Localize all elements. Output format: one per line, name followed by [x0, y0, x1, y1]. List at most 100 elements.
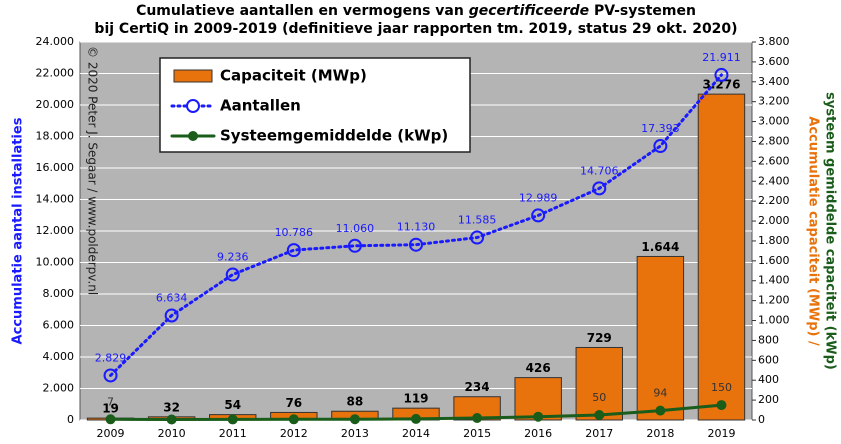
point — [716, 400, 727, 411]
bar-label: 729 — [587, 331, 612, 345]
y-tick-label: 6.000 — [43, 319, 75, 332]
y-tick-label: 12.000 — [36, 224, 75, 237]
y2-tick-label: 1.600 — [758, 254, 790, 267]
point-label: 17.393 — [641, 122, 680, 135]
y-tick-label: 20.000 — [36, 98, 75, 111]
bar-label: 88 — [347, 395, 364, 409]
x-tick-label: 2018 — [646, 427, 674, 440]
x-tick-label: 2012 — [280, 427, 308, 440]
point — [653, 139, 668, 154]
bar-label: 54 — [224, 398, 241, 412]
y2-tick-label: 2.800 — [758, 134, 790, 147]
point — [103, 368, 118, 383]
y2-tick-label: 0 — [758, 413, 765, 426]
x-tick-label: 2015 — [463, 427, 491, 440]
y2-tick-label: 400 — [758, 373, 779, 386]
legend-swatch — [188, 131, 198, 141]
y2-tick-label: 3.800 — [758, 35, 790, 48]
x-tick-label: 2014 — [402, 427, 430, 440]
x-tick-label: 2017 — [585, 427, 613, 440]
point-label: 9.236 — [217, 251, 249, 264]
x-tick-label: 2011 — [219, 427, 247, 440]
y2-tick-label: 2.400 — [758, 174, 790, 187]
point-label: 10.786 — [275, 226, 314, 239]
point — [714, 67, 729, 82]
point — [286, 243, 301, 258]
legend-label: Systeemgemiddelde (kWp) — [220, 127, 448, 145]
y2-tick-label: 1.400 — [758, 274, 790, 287]
y-tick-label: 2.000 — [43, 382, 75, 395]
point — [166, 414, 177, 425]
y-axis-label: Accumulatie aantal installaties — [11, 117, 26, 344]
point — [164, 308, 179, 323]
y2-tick-label: 600 — [758, 353, 779, 366]
line — [109, 73, 723, 377]
point — [592, 181, 607, 196]
legend-label: Capaciteit (MWp) — [220, 67, 367, 85]
point-label: 21.911 — [702, 51, 741, 64]
y-tick-label: 8.000 — [43, 287, 75, 300]
legend-swatch — [186, 99, 200, 113]
point-label: 12.989 — [519, 191, 558, 204]
legend-swatch — [173, 69, 213, 83]
point — [105, 414, 116, 425]
y-tick-label: 14.000 — [36, 193, 75, 206]
point-label: 7 — [107, 395, 114, 408]
point — [227, 414, 238, 425]
x-tick-label: 2019 — [707, 427, 735, 440]
point — [472, 413, 483, 424]
y2-tick-label: 1.000 — [758, 314, 790, 327]
title-part: gecertificeerde — [469, 3, 589, 19]
point — [470, 230, 485, 245]
y2-tick-label: 800 — [758, 333, 779, 346]
point — [531, 208, 546, 223]
y2-tick-label: 3.000 — [758, 115, 790, 128]
point-label: 150 — [711, 381, 732, 394]
point-label: 94 — [653, 387, 667, 400]
bar-label: 234 — [465, 380, 490, 394]
point — [409, 237, 423, 252]
y2-tick-label: 2.000 — [758, 214, 790, 227]
chart-title: Cumulatieve aantallen en vermogens van g… — [136, 3, 696, 19]
point-label: 14.706 — [580, 164, 619, 177]
y2-tick-label: 3.600 — [758, 55, 790, 68]
title-part: PV-systemen — [589, 3, 696, 19]
point-label: 11.060 — [336, 222, 375, 235]
y2-tick-label: 200 — [758, 393, 779, 406]
y2-tick-label: 2.600 — [758, 154, 790, 167]
legend-label: Aantallen — [220, 97, 301, 115]
point — [411, 413, 421, 424]
y-tick-label: 22.000 — [36, 67, 75, 80]
y-tick-label: 0 — [67, 413, 74, 426]
point-label: 2.829 — [95, 351, 127, 364]
y2-axis-label: systeem gemiddelde capaciteit (kWp) — [823, 92, 838, 370]
y-tick-label: 10.000 — [36, 256, 75, 269]
point-label: 50 — [592, 391, 606, 404]
point — [655, 405, 666, 416]
point-label: 11.130 — [397, 221, 436, 234]
x-tick-label: 2009 — [97, 427, 125, 440]
x-tick-label: 2013 — [341, 427, 369, 440]
y2-tick-label: 2.200 — [758, 194, 790, 207]
bar — [575, 346, 623, 421]
chart-subtitle: bij CertiQ in 2009-2019 (definitieve jaa… — [94, 21, 737, 37]
bar-label: 426 — [526, 361, 551, 375]
x-tick-label: 2010 — [158, 427, 186, 440]
y-tick-label: 24.000 — [36, 35, 75, 48]
bar — [697, 93, 746, 421]
bar-label: 76 — [285, 396, 302, 410]
point — [225, 267, 240, 282]
y2-tick-label: 1.200 — [758, 294, 790, 307]
annotation: © 2020 Peter J. Segaar / www.polderpv.nl — [86, 46, 100, 295]
point-label: 6.634 — [156, 292, 188, 305]
y-tick-label: 18.000 — [36, 130, 75, 143]
y2-tick-label: 1.800 — [758, 234, 790, 247]
point — [347, 238, 362, 253]
y-tick-label: 16.000 — [36, 161, 75, 174]
bar-label: 32 — [163, 400, 180, 414]
bar-label: 1.644 — [641, 240, 679, 254]
title-part: Cumulatieve aantallen en vermogens van — [136, 3, 469, 19]
bar-label: 19 — [102, 402, 119, 416]
point — [288, 414, 299, 425]
